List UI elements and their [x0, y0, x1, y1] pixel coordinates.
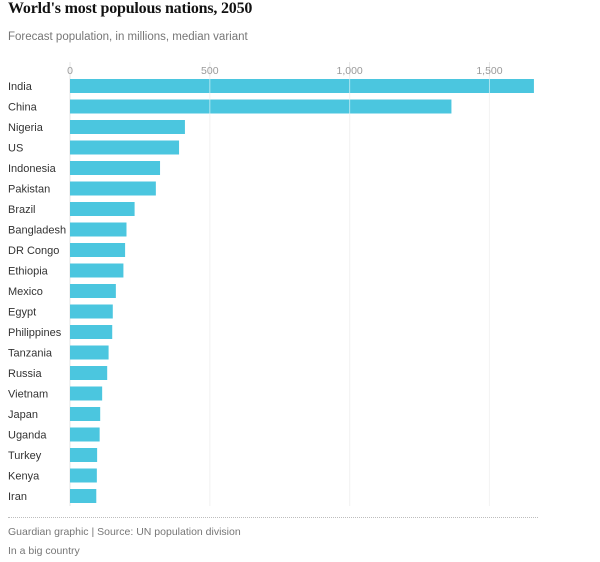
- bar-india: [70, 79, 534, 93]
- category-label-iran: Iran: [8, 491, 27, 503]
- category-label-ethiopia: Ethiopia: [8, 266, 49, 278]
- bar-russia: [70, 366, 108, 380]
- x-tick-label-3: 1,500: [476, 65, 502, 77]
- bar-vietnam: [70, 386, 103, 401]
- category-label-dr-congo: DR Congo: [8, 245, 59, 257]
- category-label-turkey: Turkey: [8, 450, 42, 462]
- chart-subtitle: Forecast population, in millions, median…: [8, 31, 248, 43]
- x-tick-label-0: 0: [67, 65, 73, 77]
- category-label-vietnam: Vietnam: [8, 389, 48, 401]
- bar-philippines: [70, 325, 113, 339]
- category-label-china: China: [8, 102, 38, 114]
- category-label-japan: Japan: [8, 409, 38, 421]
- bar-dr-congo: [70, 243, 126, 257]
- category-label-nigeria: Nigeria: [8, 122, 44, 134]
- bar-indonesia: [70, 161, 161, 175]
- bar-tanzania: [70, 345, 109, 360]
- bar-iran: [70, 489, 97, 503]
- category-label-uganda: Uganda: [8, 430, 47, 442]
- category-label-brazil: Brazil: [8, 204, 36, 216]
- bars: [70, 76, 534, 506]
- bar-uganda: [70, 427, 100, 442]
- category-label-indonesia: Indonesia: [8, 163, 57, 175]
- x-tick-labels: 0 500 1,000 1,500: [67, 65, 503, 77]
- category-label-tanzania: Tanzania: [8, 348, 53, 360]
- bar-chart: 0 500 1,000 1,500 India China Nigeria US Indone…: [8, 62, 534, 506]
- bar-ethiopia: [70, 263, 124, 278]
- category-label-bangladesh: Bangladesh: [8, 225, 66, 237]
- category-labels: India China Nigeria US Indonesia Pakistan Braz…: [8, 81, 66, 503]
- bar-japan: [70, 407, 101, 421]
- category-label-us: US: [8, 143, 23, 155]
- category-label-philippines: Philippines: [8, 327, 62, 339]
- bar-china: [70, 99, 452, 114]
- category-label-india: India: [8, 81, 33, 93]
- category-label-pakistan: Pakistan: [8, 184, 50, 196]
- x-tick-label-2: 1,000: [337, 65, 363, 77]
- bar-bangladesh: [70, 222, 127, 237]
- credit-line: In a big country: [8, 545, 80, 557]
- category-label-mexico: Mexico: [8, 286, 43, 298]
- bar-kenya: [70, 468, 97, 483]
- source-note: Guardian graphic | Source: UN population…: [8, 526, 241, 538]
- bar-egypt: [70, 304, 113, 319]
- bar-turkey: [70, 448, 98, 462]
- bar-us: [70, 140, 180, 155]
- bar-brazil: [70, 202, 135, 216]
- bar-pakistan: [70, 181, 156, 196]
- x-tick-label-1: 500: [201, 65, 219, 77]
- category-label-egypt: Egypt: [8, 307, 36, 319]
- bar-nigeria: [70, 120, 185, 134]
- footer-divider: [8, 517, 538, 518]
- category-label-russia: Russia: [8, 368, 43, 380]
- category-label-kenya: Kenya: [8, 471, 40, 483]
- chart-title: World's most populous nations, 2050: [8, 0, 253, 17]
- bar-mexico: [70, 284, 116, 298]
